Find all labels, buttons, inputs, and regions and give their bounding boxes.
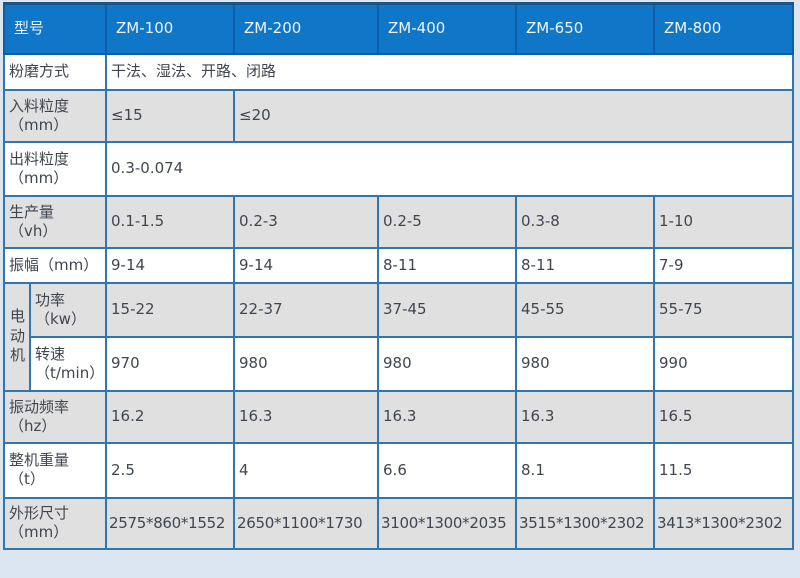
output-size-label-line1: 出料粒度	[9, 149, 70, 168]
output-size-value: 0.3-0.074	[105, 140, 795, 197]
row-grinding-method: 粉磨方式 干法、湿法、开路、闭路	[2, 52, 795, 91]
row-dimensions: 外形尺寸 （mm） 2575*860*1552 2650*1100*1730 3…	[2, 496, 795, 550]
frequency-label-line2: （hz）	[9, 416, 57, 435]
output-size-label: 出料粒度 （mm）	[2, 140, 108, 197]
amplitude-zm100: 9-14	[105, 246, 236, 284]
capacity-zm400: 0.2-5	[377, 194, 518, 249]
weight-label: 整机重量 （t）	[2, 441, 108, 499]
dimensions-zm400: 3100*1300*2035	[377, 496, 518, 550]
motor-power-zm800: 55-75	[653, 281, 795, 338]
amplitude-zm400: 8-11	[377, 246, 518, 284]
feed-size-label-line1: 入料粒度	[9, 96, 70, 115]
row-feed-size: 入料粒度 （mm） ≤15 ≤20	[2, 88, 795, 143]
motor-speed-zm200: 980	[233, 335, 380, 392]
spec-table: 型号 ZM-100 ZM-200 ZM-400 ZM-650 ZM-800 粉磨…	[2, 2, 795, 550]
dimensions-zm800: 3413*1300*2302	[653, 496, 795, 550]
grinding-method-value: 干法、湿法、开路、闭路	[105, 52, 795, 91]
motor-power-zm200: 22-37	[233, 281, 380, 338]
dimensions-zm100: 2575*860*1552	[105, 496, 236, 550]
motor-speed-label: 转速 （t/min）	[28, 335, 108, 392]
motor-speed-label-line1: 转速	[35, 344, 66, 363]
weight-label-line2: （t）	[9, 470, 45, 488]
header-model-zm100: ZM-100	[105, 2, 236, 55]
header-model-zm200: ZM-200	[233, 2, 380, 55]
motor-group-label: 电动机	[3, 281, 31, 392]
motor-power-label-line2: （kw）	[35, 309, 86, 328]
amplitude-zm200: 9-14	[233, 246, 380, 284]
weight-zm100: 2.5	[105, 441, 236, 499]
capacity-zm200: 0.2-3	[233, 194, 380, 249]
dimensions-zm650: 3515*1300*2302	[515, 496, 656, 550]
capacity-label: 生产量 （vh）	[2, 194, 108, 249]
output-size-label-line2: （mm）	[9, 168, 69, 187]
dimensions-zm200: 2650*1100*1730	[233, 496, 380, 550]
weight-zm400: 6.6	[377, 441, 518, 499]
motor-speed-zm650: 980	[515, 335, 656, 392]
header-model-zm400: ZM-400	[377, 2, 518, 55]
dimensions-label-line1: 外形尺寸	[9, 504, 70, 523]
capacity-label-line1: 生产量	[9, 202, 55, 221]
capacity-zm800: 1-10	[653, 194, 795, 249]
frequency-label: 振动频率 （hz）	[2, 389, 108, 444]
header-row: 型号 ZM-100 ZM-200 ZM-400 ZM-650 ZM-800	[2, 2, 795, 55]
frequency-zm650: 16.3	[515, 389, 656, 444]
frequency-zm200: 16.3	[233, 389, 380, 444]
feed-size-label: 入料粒度 （mm）	[2, 88, 108, 143]
row-motor-power: 电动机 功率 （kw） 15-22 22-37 37-45 45-55 55-7…	[3, 281, 795, 392]
motor-power-zm650: 45-55	[515, 281, 656, 338]
amplitude-zm650: 8-11	[515, 246, 656, 284]
row-capacity: 生产量 （vh） 0.1-1.5 0.2-3 0.2-5 0.3-8 1-10	[2, 194, 795, 249]
motor-speed-label-line2: （t/min）	[35, 363, 105, 382]
row-vibration-frequency: 振动频率 （hz） 16.2 16.3 16.3 16.3 16.5	[2, 389, 795, 444]
grinding-method-label: 粉磨方式	[2, 52, 108, 91]
dimensions-label: 外形尺寸 （mm）	[2, 496, 108, 550]
header-model-zm800: ZM-800	[653, 2, 795, 55]
motor-speed-zm800: 990	[653, 335, 795, 392]
weight-zm800: 11.5	[653, 441, 795, 499]
capacity-zm100: 0.1-1.5	[105, 194, 236, 249]
frequency-zm100: 16.2	[105, 389, 236, 444]
amplitude-label: 振幅（mm）	[2, 246, 108, 284]
amplitude-zm800: 7-9	[653, 246, 795, 284]
row-output-size: 出料粒度 （mm） 0.3-0.074	[2, 140, 795, 197]
frequency-zm800: 16.5	[653, 389, 795, 444]
motor-power-label: 功率 （kw）	[28, 281, 108, 338]
motor-power-label-line1: 功率	[35, 290, 66, 309]
row-machine-weight: 整机重量 （t） 2.5 4 6.6 8.1 11.5	[2, 441, 795, 499]
header-type-label: 型号	[2, 2, 108, 55]
feed-size-label-line2: （mm）	[9, 115, 69, 134]
capacity-zm650: 0.3-8	[515, 194, 656, 249]
feed-size-rest: ≤20	[233, 88, 795, 143]
motor-speed-zm400: 980	[377, 335, 518, 392]
row-motor-speed: 转速 （t/min） 970 980 980 980 990	[4, 335, 795, 392]
weight-label-line1: 整机重量	[9, 451, 70, 470]
header-model-zm650: ZM-650	[515, 2, 656, 55]
motor-speed-zm100: 970	[105, 335, 236, 392]
weight-zm200: 4	[233, 441, 380, 499]
motor-power-zm100: 15-22	[105, 281, 236, 338]
dimensions-label-line2: （mm）	[9, 523, 69, 541]
capacity-label-line2: （vh）	[9, 221, 58, 240]
frequency-zm400: 16.3	[377, 389, 518, 444]
weight-zm650: 8.1	[515, 441, 656, 499]
motor-power-zm400: 37-45	[377, 281, 518, 338]
row-amplitude: 振幅（mm） 9-14 9-14 8-11 8-11 7-9	[2, 246, 795, 284]
frequency-label-line1: 振动频率	[9, 397, 70, 416]
feed-size-zm100: ≤15	[105, 88, 236, 143]
